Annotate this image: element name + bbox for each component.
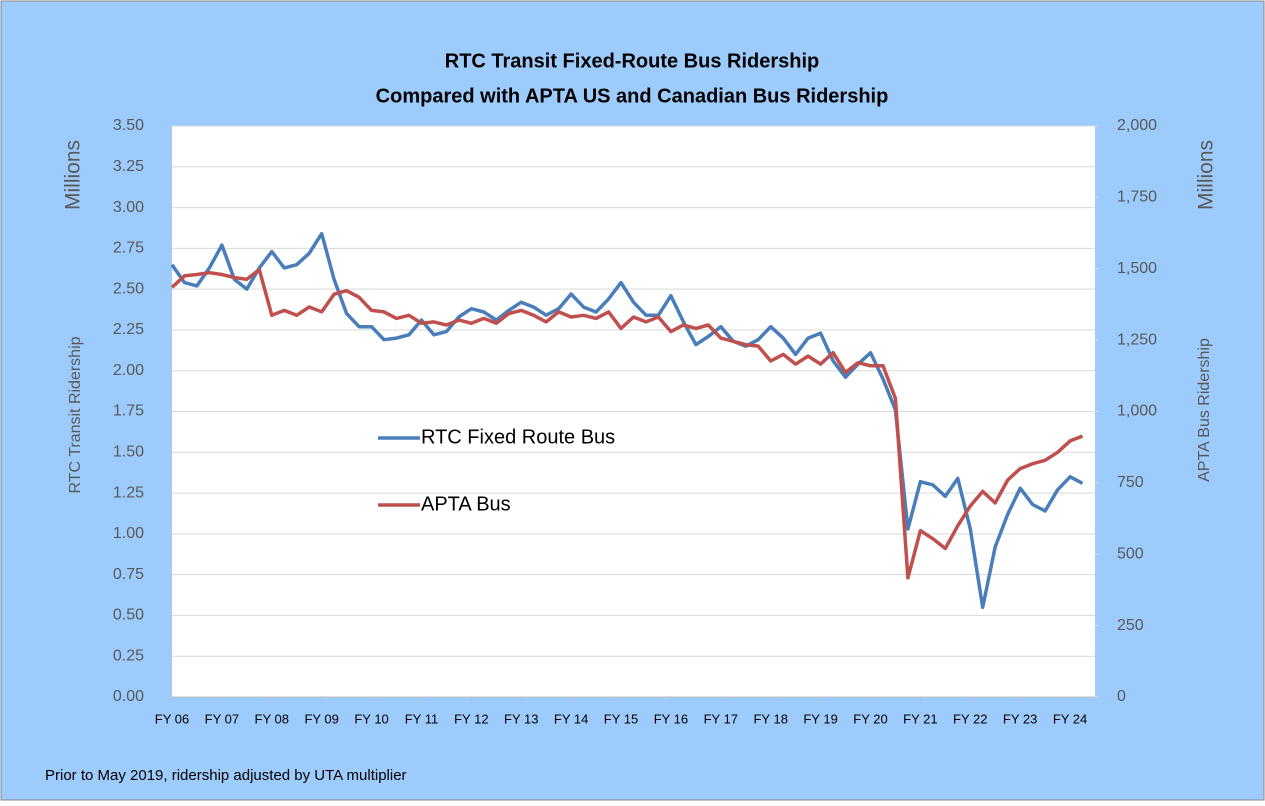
y-tick-label: 2.50 [113, 280, 144, 297]
x-tick-label: FY 14 [554, 711, 588, 726]
x-tick-label: FY 11 [405, 711, 438, 726]
x-tick-label: FY 06 [155, 711, 189, 726]
chart-title: RTC Transit Fixed-Route Bus Ridership [445, 50, 819, 72]
y2-axis-title: APTA Bus Ridership [1196, 338, 1213, 482]
y2-tick-label: 1,250 [1117, 331, 1157, 348]
x-tick-label: FY 08 [255, 711, 289, 726]
y-tick-label: 0.75 [113, 566, 144, 583]
x-tick-label: FY 10 [354, 711, 388, 726]
x-tick-label: FY 21 [903, 711, 937, 726]
legend-label: APTA Bus [421, 493, 511, 515]
y-tick-label: 2.25 [113, 321, 144, 338]
y-tick-label: 3.00 [113, 199, 144, 216]
footnote: Prior to May 2019, ridership adjusted by… [45, 767, 407, 784]
x-tick-label: FY 24 [1053, 711, 1087, 726]
y-tick-label: 3.50 [113, 117, 144, 134]
y2-unit: Millions [1195, 140, 1218, 210]
y2-tick-label: 500 [1117, 545, 1144, 562]
x-tick-label: FY 17 [704, 711, 738, 726]
y-tick-label: 0.50 [113, 607, 144, 624]
y-tick-label: 2.75 [113, 240, 144, 257]
x-tick-label: FY 20 [853, 711, 887, 726]
y-tick-label: 0.25 [113, 647, 144, 664]
y-tick-label: 1.75 [113, 403, 144, 420]
x-tick-label: FY 07 [205, 711, 239, 726]
series-line [170, 267, 1084, 580]
x-tick-label: FY 22 [953, 711, 987, 726]
chart-subtitle: Compared with APTA US and Canadian Bus R… [376, 85, 889, 107]
y2-tick-label: 750 [1117, 474, 1144, 491]
x-tick-label: FY 23 [1003, 711, 1037, 726]
x-tick-label: FY 09 [304, 711, 338, 726]
y-tick-label: 1.00 [113, 525, 144, 542]
x-tick-label: FY 13 [504, 711, 538, 726]
y2-tick-label: 2,000 [1117, 117, 1157, 134]
y2-tick-label: 0 [1117, 688, 1126, 705]
x-tick-label: FY 18 [753, 711, 787, 726]
x-tick-label: FY 19 [803, 711, 837, 726]
y-unit: Millions [62, 140, 85, 210]
y-tick-label: 1.50 [113, 444, 144, 461]
y-tick-label: 3.25 [113, 158, 144, 175]
y-tick-label: 1.25 [113, 484, 144, 501]
y2-tick-label: 1,750 [1117, 189, 1157, 206]
y-tick-label: 2.00 [113, 362, 144, 379]
x-tick-label: FY 15 [604, 711, 638, 726]
x-tick-label: FY 16 [654, 711, 688, 726]
y2-tick-label: 250 [1117, 617, 1144, 634]
x-tick-label: FY 12 [454, 711, 488, 726]
legend-label: RTC Fixed Route Bus [421, 426, 615, 448]
series-line [170, 231, 1084, 610]
y2-tick-label: 1,500 [1117, 260, 1157, 277]
y2-tick-label: 1,000 [1117, 403, 1157, 420]
y-tick-label: 0.00 [113, 688, 144, 705]
y-axis-title: RTC Transit Ridership [67, 336, 84, 493]
